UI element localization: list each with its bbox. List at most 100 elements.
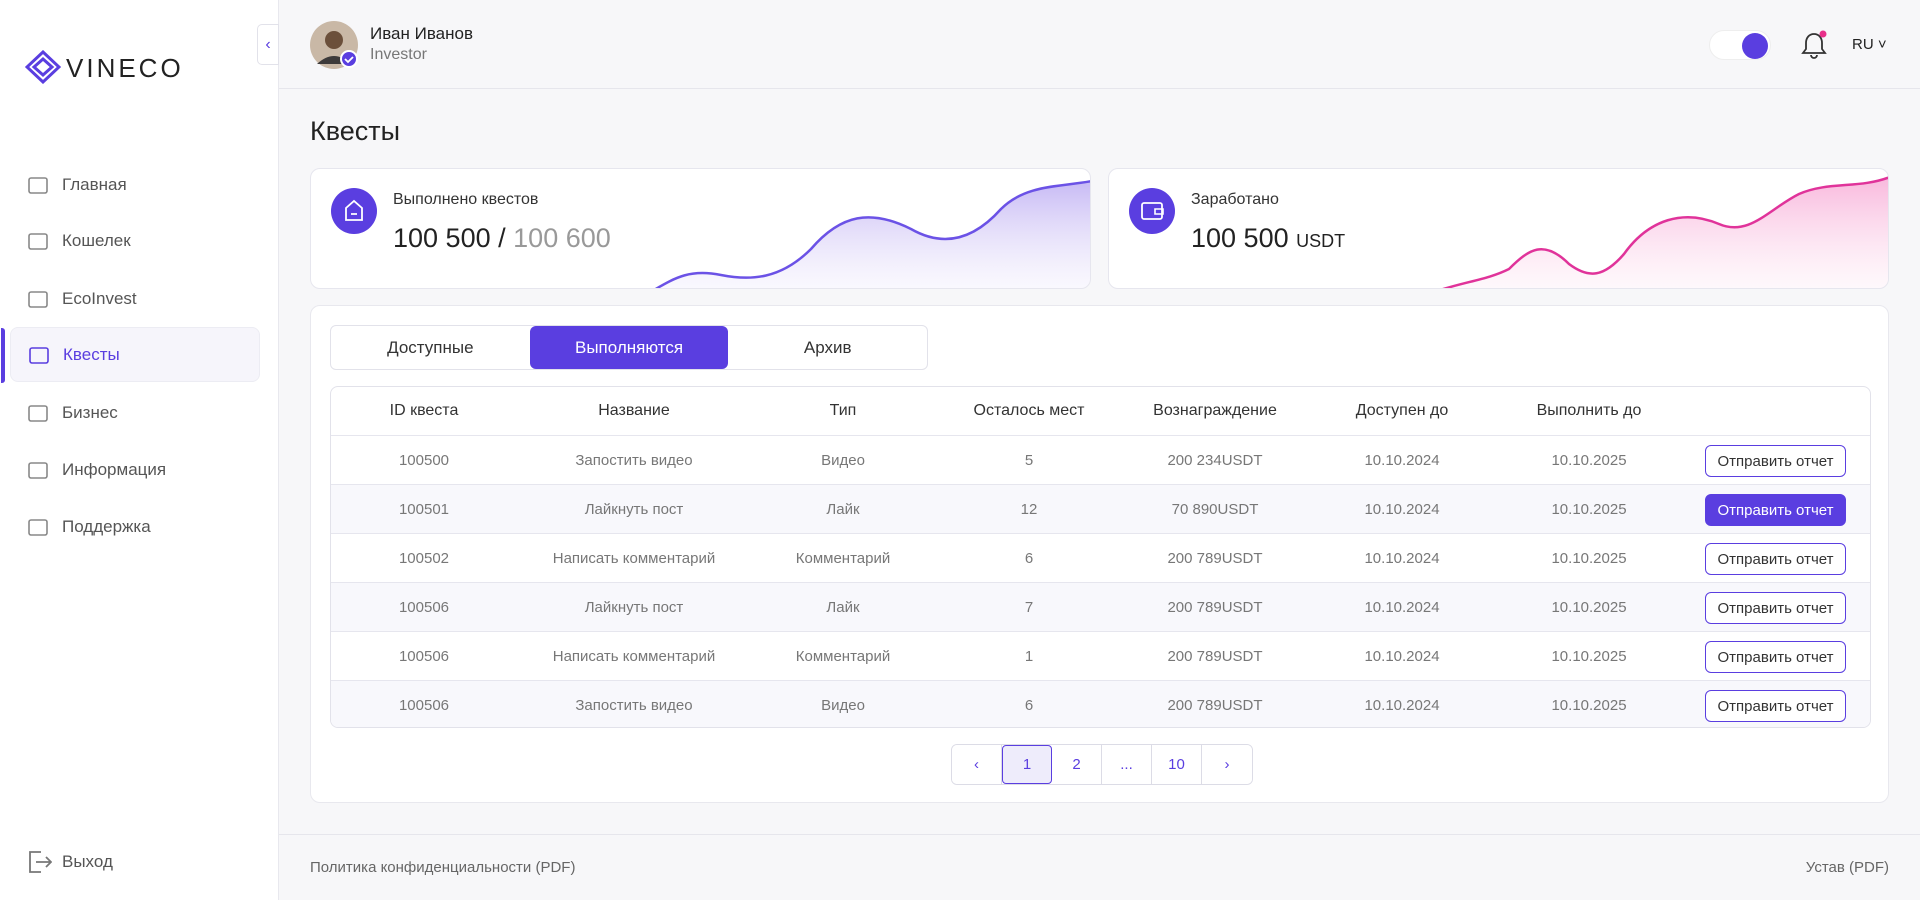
table-cell: 200 234USDT (1167, 452, 1263, 469)
user-name: Иван Иванов (370, 24, 474, 43)
nav-item[interactable]: Бизнес (10, 385, 260, 440)
page-button[interactable]: ... (1102, 745, 1152, 784)
table-cell: Лайк (826, 501, 860, 518)
logout[interactable]: Выход (10, 834, 260, 889)
send-report-button[interactable]: Отправить отчет (1705, 592, 1846, 624)
table-cell: 6 (1024, 697, 1034, 714)
table-cell: Запостить видео (575, 697, 693, 714)
column-header: Выполнить до (1536, 402, 1642, 419)
table-cell: Комментарий (795, 648, 891, 665)
table-cell: Лайк (826, 599, 860, 616)
table-cell: 10.10.2025 (1551, 697, 1627, 714)
column-header: Тип (829, 402, 857, 419)
send-report-button[interactable]: Отправить отчет (1705, 445, 1846, 477)
column-header: Вознаграждение (1153, 402, 1277, 419)
page-button[interactable]: 2 (1052, 745, 1102, 784)
footer: Политика конфиденциальности (PDF) Устав … (279, 834, 1920, 900)
table-cell: 100506 (398, 599, 450, 616)
table-cell: 10.10.2024 (1364, 697, 1440, 714)
table-row: 100506 Лайкнуть пост Лайк 7 200 789USDT 10.10… (331, 582, 1870, 631)
nav-label: EcoInvest (62, 288, 137, 308)
theme-toggle[interactable] (1709, 30, 1771, 60)
header: Иван Иванов Investor RU ˅ (279, 0, 1920, 89)
column-header: Осталось мест (973, 402, 1085, 419)
table-cell: 10.10.2024 (1364, 599, 1440, 616)
send-report-button[interactable]: Отправить отчет (1705, 690, 1846, 722)
tab[interactable]: Доступные (387, 337, 474, 357)
language: RU (1852, 36, 1874, 53)
sidebar: VINECO Главная Кошелек EcoInvest Квесты Бизн… (0, 0, 279, 900)
logout-label: Выход (62, 851, 113, 871)
table-row: 100500 Запостить видео Видео 5 200 234USDT 10… (331, 435, 1870, 484)
collapse-button[interactable]: ‹ (257, 24, 279, 65)
column-header: Название (598, 402, 670, 419)
table-cell: 100506 (398, 648, 450, 665)
notifications[interactable] (1799, 30, 1829, 60)
tabs: Доступные Выполняются Архив (330, 325, 928, 370)
send-report-button[interactable]: Отправить отчет (1705, 543, 1846, 575)
nav-icon (28, 232, 48, 250)
card-label: Выполнено квестов (393, 191, 539, 208)
nav-icon (28, 290, 48, 308)
table-cell: 70 890USDT (1171, 501, 1259, 518)
send-report-button[interactable]: Отправить отчет (1705, 494, 1846, 526)
nav-icon (28, 518, 48, 536)
table-cell: Написать комментарий (552, 648, 716, 665)
avatar[interactable] (309, 20, 361, 72)
nav-label: Поддержка (62, 516, 151, 536)
page-button[interactable]: 10 (1152, 745, 1202, 784)
unit: USDT (1296, 231, 1346, 251)
nav-item[interactable]: Главная (10, 157, 260, 212)
table-cell: 100501 (398, 501, 450, 518)
nav-label: Бизнес (62, 402, 118, 422)
charter-link[interactable]: Устав (PDF) (1805, 859, 1889, 876)
nav-item[interactable]: EcoInvest (10, 271, 260, 326)
card-chart (1442, 176, 1888, 288)
table-row: 100502 Написать комментарий Комментарий 6 20… (331, 533, 1870, 582)
quests-table: ID квеста Название Тип Осталось мест Вознагр… (330, 386, 1871, 728)
table-row: 100501 Лайкнуть пост Лайк 12 70 890USDT 10.10… (331, 484, 1870, 533)
table-cell: 12 (1020, 501, 1038, 518)
separator: / (498, 223, 506, 253)
send-report-button[interactable]: Отправить отчет (1705, 641, 1846, 673)
nav-label: Главная (62, 174, 127, 194)
tab[interactable]: Архив (803, 337, 852, 357)
nav-item[interactable]: Поддержка (10, 499, 260, 554)
page-title: Квесты (310, 116, 401, 146)
prev-page[interactable]: ‹ (952, 745, 1002, 784)
table-cell: 10.10.2025 (1551, 550, 1627, 567)
table-cell: Запостить видео (575, 452, 693, 469)
card-icon (1129, 188, 1175, 234)
quests-panel: Доступные Выполняются Архив ID квеста Назва… (310, 305, 1889, 803)
table-cell: Лайкнуть пост (584, 599, 684, 616)
table-cell: 100502 (398, 550, 450, 567)
table-cell: 10.10.2024 (1364, 452, 1440, 469)
nav-item[interactable]: Квесты (1, 327, 260, 383)
language-select[interactable]: RU ˅ (1852, 36, 1887, 53)
privacy-link[interactable]: Политика конфиденциальности (PDF) (310, 859, 576, 876)
user-role: Investor (370, 46, 427, 63)
earned-card: Заработано 100 500 USDT (1108, 168, 1889, 289)
nav-label: Квесты (63, 344, 120, 364)
nav-icon (28, 404, 48, 422)
table-cell: Написать комментарий (552, 550, 716, 567)
page-button[interactable]: 1 (1002, 745, 1052, 784)
column-header: ID квеста (389, 402, 459, 419)
nav-item[interactable]: Кошелек (10, 213, 260, 268)
table-cell: 100500 (398, 452, 450, 469)
earned-value: 100 500 (1191, 223, 1289, 253)
table-cell: Видео (821, 452, 865, 469)
card-chart (654, 180, 1090, 288)
table-cell: Видео (821, 697, 865, 714)
nav-item[interactable]: Информация (10, 442, 260, 497)
card-icon (331, 188, 377, 234)
table-cell: 10.10.2024 (1364, 550, 1440, 567)
logo: VINECO (66, 53, 184, 83)
next-page[interactable]: › (1202, 745, 1252, 784)
nav-icon (28, 176, 48, 194)
table-cell: 10.10.2025 (1551, 452, 1627, 469)
table-cell: 200 789USDT (1167, 550, 1263, 567)
nav-label: Информация (62, 459, 167, 479)
tab[interactable]: Выполняются (529, 326, 729, 369)
